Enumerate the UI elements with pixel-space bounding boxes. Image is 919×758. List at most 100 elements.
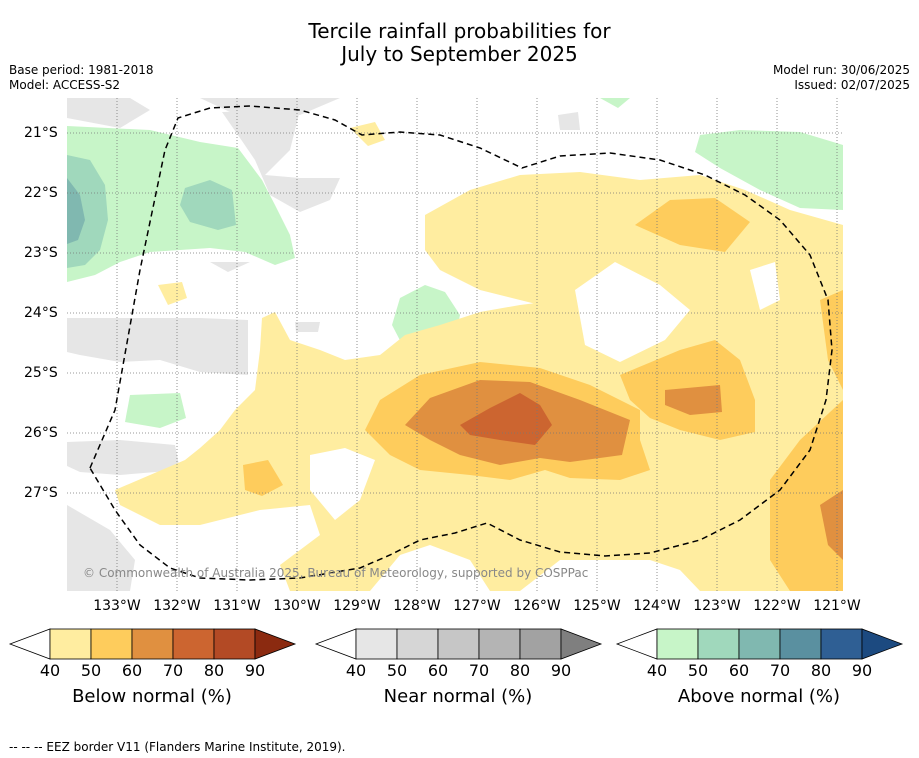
colorbar-swatch <box>131 628 174 660</box>
below-normal-region <box>770 400 843 591</box>
copyright-notice: © Commonwealth of Australia 2025, Bureau… <box>83 566 589 580</box>
y-tick-label: 25°S <box>24 365 58 381</box>
eez-footnote: -- -- -- EEZ border V11 (Flanders Marine… <box>9 740 346 754</box>
map-gridlines <box>67 98 843 591</box>
colorbar-tick-label: 40 <box>345 661 367 680</box>
colorbar-swatch <box>49 628 92 660</box>
y-tick-label: 23°S <box>24 245 58 261</box>
x-tick-label: 129°W <box>333 598 381 614</box>
colorbar-tick-label: 40 <box>39 661 61 680</box>
below-normal-region <box>158 282 187 305</box>
colorbar-swatch <box>172 628 215 660</box>
above-normal-region <box>180 180 236 230</box>
colorbars <box>8 628 904 660</box>
colorbar-swatch <box>478 628 521 660</box>
colorbar-swatch <box>820 628 863 660</box>
x-tick-label: 131°W <box>213 598 261 614</box>
colorbar-swatch <box>396 628 439 660</box>
colorbar-swatch <box>213 628 256 660</box>
y-tick-label: 24°S <box>24 305 58 321</box>
map-title-line-1: Tercile rainfall probabilities for <box>308 19 611 43</box>
colorbar-tick-label: 70 <box>769 661 791 680</box>
colorbar-tick-label: 80 <box>810 661 832 680</box>
metadata-left: Base period: 1981-2018 Model: ACCESS-S2 <box>9 63 154 93</box>
x-tick-label: 127°W <box>453 598 501 614</box>
colorbar-tick-label: 80 <box>203 661 225 680</box>
below-normal-label: Below normal (%) <box>72 686 232 707</box>
colorbar-under-arrow <box>615 628 658 660</box>
colorbar-over-arrow <box>560 628 603 660</box>
base-period: Base period: 1981-2018 <box>9 63 154 77</box>
x-tick-label: 128°W <box>393 598 441 614</box>
x-tick-label: 126°W <box>513 598 561 614</box>
near-normal-region <box>67 98 150 128</box>
colorbar-swatch <box>437 628 480 660</box>
y-tick-label: 27°S <box>24 485 58 501</box>
colorbar-tick-label: 80 <box>509 661 531 680</box>
colorbar-tick-label: 50 <box>687 661 709 680</box>
colorbar-swatch <box>697 628 740 660</box>
above-normal-label: Above normal (%) <box>677 686 841 707</box>
below-normal-region <box>243 460 283 496</box>
x-tick-label: 123°W <box>693 598 741 614</box>
x-tick-label: 133°W <box>93 598 141 614</box>
eez-border <box>89 105 833 581</box>
colorbar-swatch <box>738 628 781 660</box>
colorbar-tick-label: 60 <box>121 661 143 680</box>
colorbar-tick-label: 50 <box>386 661 408 680</box>
x-tick-label: 122°W <box>753 598 801 614</box>
colorbar-over-arrow <box>254 628 297 660</box>
colorbar-under-arrow <box>8 628 51 660</box>
colorbar-tick-label: 90 <box>851 661 873 680</box>
x-tick-label: 130°W <box>273 598 321 614</box>
colorbar-over-arrow <box>861 628 904 660</box>
above-normal-region <box>695 130 843 210</box>
colorbar-tick-label: 60 <box>427 661 449 680</box>
below-normal-region <box>665 385 722 415</box>
below-normal-region <box>350 122 385 146</box>
no-signal-region <box>310 448 375 520</box>
colorbar-tick-label: 50 <box>80 661 102 680</box>
colorbar-tick-label: 40 <box>646 661 668 680</box>
colorbar-tick-label: 90 <box>244 661 266 680</box>
colorbar-tick-label: 70 <box>162 661 184 680</box>
above-normal-region <box>67 178 85 244</box>
near-normal-region <box>67 440 180 475</box>
probability-field <box>67 98 843 591</box>
model-name: Model: ACCESS-S2 <box>9 78 121 92</box>
colorbar-tick-label: 90 <box>550 661 572 680</box>
near-normal-region <box>295 322 320 332</box>
no-signal-region <box>575 262 690 362</box>
near-normal-region <box>222 110 340 212</box>
near-normal-label: Near normal (%) <box>383 686 533 707</box>
colorbar-tick-label: 70 <box>468 661 490 680</box>
model-run: Model run: 30/06/2025 <box>772 63 910 77</box>
y-tick-label: 26°S <box>24 425 58 441</box>
issued-date: Issued: 02/07/2025 <box>794 78 910 92</box>
map-title-line-2: July to September 2025 <box>341 42 578 66</box>
near-normal-region <box>67 318 248 375</box>
metadata-right: Model run: 30/06/2025 Issued: 02/07/2025 <box>773 63 910 93</box>
x-tick-label: 132°W <box>153 598 201 614</box>
x-tick-label: 125°W <box>573 598 621 614</box>
colorbar-swatch <box>656 628 699 660</box>
colorbar-swatch <box>355 628 398 660</box>
colorbar-swatch <box>519 628 562 660</box>
below-normal-region <box>460 393 552 445</box>
x-tick-label: 124°W <box>633 598 681 614</box>
x-tick-label: 121°W <box>813 598 861 614</box>
below-normal-region <box>635 198 750 252</box>
y-tick-label: 22°S <box>24 185 58 201</box>
colorbar-swatch <box>90 628 133 660</box>
colorbar-swatch <box>779 628 822 660</box>
above-normal-region <box>600 98 630 108</box>
near-normal-region <box>67 505 135 591</box>
colorbar-tick-label: 60 <box>728 661 750 680</box>
above-normal-region <box>125 393 186 428</box>
colorbar-under-arrow <box>314 628 357 660</box>
near-normal-region <box>558 112 580 130</box>
y-tick-label: 21°S <box>24 125 58 141</box>
near-normal-region <box>210 262 250 272</box>
no-signal-region <box>750 262 780 310</box>
